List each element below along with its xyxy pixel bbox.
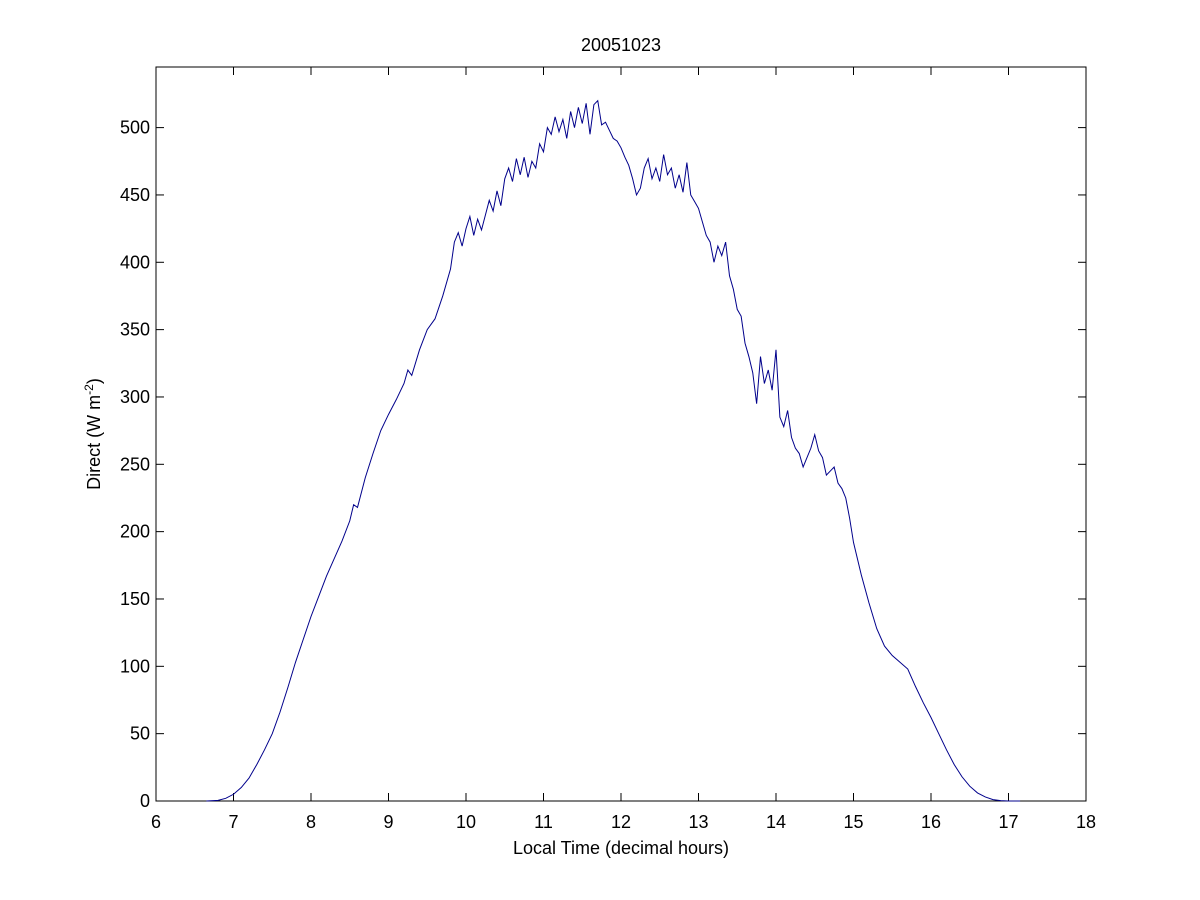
x-tick-label: 9	[383, 812, 393, 832]
chart-title: 20051023	[581, 35, 661, 55]
x-tick-label: 11	[534, 812, 553, 832]
x-tick-label: 13	[688, 812, 708, 832]
y-axis-ticks: 0 50 100 150 200 250 300 350 400 450 500	[120, 118, 1086, 811]
y-tick-label: 200	[120, 522, 150, 542]
y-axis-label-main: Direct (W m	[84, 395, 104, 490]
y-axis-label-close: )	[84, 378, 104, 384]
x-tick-label: 6	[151, 812, 161, 832]
y-tick-label: 500	[120, 118, 150, 138]
y-tick-label: 0	[140, 791, 150, 811]
y-tick-label: 400	[120, 252, 150, 272]
x-tick-label: 17	[998, 812, 1018, 832]
y-tick-label: 50	[130, 724, 150, 744]
x-tick-label: 15	[843, 812, 863, 832]
x-tick-label: 7	[228, 812, 238, 832]
x-tick-label: 14	[766, 812, 786, 832]
y-tick-label: 300	[120, 387, 150, 407]
y-tick-label: 350	[120, 320, 150, 340]
y-tick-label: 250	[120, 454, 150, 474]
y-axis-label-superscript: -2	[82, 384, 96, 395]
x-axis-ticks: 6 7 8 9 10 11 12 13 14 15 16 17 18	[151, 67, 1096, 832]
x-tick-label: 16	[921, 812, 941, 832]
plot-area	[155, 66, 1087, 802]
direct-radiation-line	[206, 99, 1021, 802]
y-tick-label: 150	[120, 589, 150, 609]
x-tick-label: 18	[1076, 812, 1096, 832]
x-axis-label: Local Time (decimal hours)	[513, 838, 729, 858]
x-tick-label: 8	[306, 812, 316, 832]
x-tick-label: 10	[456, 812, 476, 832]
y-tick-label: 450	[120, 185, 150, 205]
y-tick-label: 100	[120, 656, 150, 676]
y-axis-label: Direct (W m-2)	[82, 378, 104, 490]
x-tick-label: 12	[611, 812, 631, 832]
